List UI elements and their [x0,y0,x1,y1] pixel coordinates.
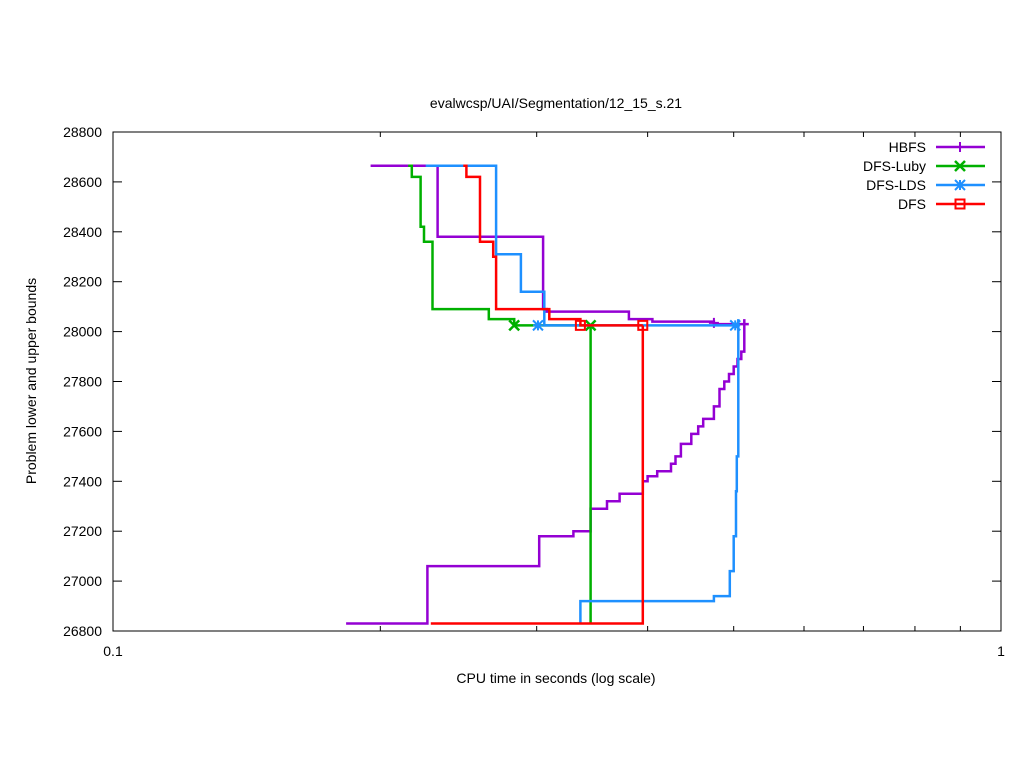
y-tick-label: 27000 [63,573,102,589]
legend-marker-dfs [954,198,966,210]
y-tick-label: 28800 [63,124,102,140]
hbfs-upper-bound-line [370,164,749,326]
series-dfs-luby [408,164,597,624]
y-axis-label: Problem lower and upper bounds [23,278,39,484]
y-tick-label: 27200 [63,523,102,539]
y-tick-label: 27800 [63,374,102,390]
dfs-luby-upper-bound-line [408,164,591,327]
legend-marker-dfs-luby [954,160,966,172]
dfs-lds-point-marker [532,319,544,332]
chart-title: evalwcsp/UAI/Segmentation/12_15_s.21 [430,95,682,111]
y-tick-label: 28000 [63,324,102,340]
x-tick-label: 1 [997,643,1005,659]
dfs-point-marker [574,319,586,331]
y-tick-label: 28400 [63,224,102,240]
legend-label-dfs-lds: DFS-LDS [866,177,926,193]
y-tick-label: 28600 [63,174,102,190]
y-tick-label: 27400 [63,473,102,489]
x-axis-label: CPU time in seconds (log scale) [456,670,655,686]
series-group [346,164,749,625]
series-hbfs [346,164,749,625]
legend-label-hbfs: HBFS [889,139,926,155]
legend-label-dfs-luby: DFS-Luby [863,158,926,174]
legend-label-dfs: DFS [898,196,926,212]
hbfs-lower-bound-line [346,319,746,625]
dfs-lds-upper-bound-line [425,164,740,327]
plot-frame [112,131,1002,632]
dfs-lower-bound-line [430,325,645,625]
y-tick-label: 28200 [63,274,102,290]
x-tick-label: 0.1 [103,643,123,659]
legend-marker-hbfs [955,142,965,152]
legend-marker-dfs-lds [954,179,966,191]
dfs-point-marker [637,319,649,331]
dfs-lds-point-marker [729,319,741,332]
axis-ticks: 26800 27000 27200 27400 27600 27800 28000 28200… [63,124,1005,659]
series-dfs-lds [425,164,741,624]
y-tick-label: 26800 [63,623,102,639]
dfs-luby-point-marker [508,319,521,332]
dfs-lds-lower-bound-line [579,321,740,624]
dfs-upper-bound-line [463,164,643,327]
legend: HBFS DFS-Luby DFS-LDS DFS [863,139,985,212]
series-dfs [430,164,649,625]
y-tick-label: 27600 [63,423,102,439]
